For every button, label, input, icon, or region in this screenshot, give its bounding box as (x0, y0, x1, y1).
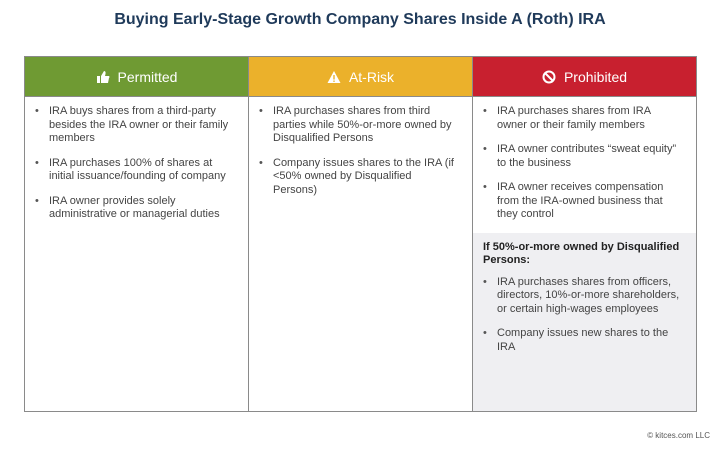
list-item: IRA owner receives compensation from the… (483, 181, 682, 222)
header-at-risk: At-Risk (249, 57, 472, 97)
list-item: IRA buys shares from a third-party besid… (35, 105, 234, 146)
subsection-title: If 50%-or-more owned by Disqualified Per… (483, 240, 680, 267)
prohibited-subsection: If 50%-or-more owned by Disqualified Per… (473, 232, 696, 411)
header-permitted: Permitted (25, 57, 248, 97)
list-item: IRA purchases 100% of shares at initial … (35, 157, 234, 184)
column-at-risk: At-Risk IRA purchases shares from third … (249, 57, 473, 411)
list-item: IRA purchases shares from third parties … (259, 105, 458, 146)
prohibited-icon (542, 70, 556, 83)
list-item: IRA purchases shares from IRA owner or t… (483, 105, 682, 132)
header-prohibited: Prohibited (473, 57, 696, 97)
copyright: © kitces.com LLC (647, 431, 710, 440)
list-item: IRA owner provides solely administrative… (35, 195, 234, 222)
list-item: Company issues new shares to the IRA (483, 327, 682, 354)
warning-icon (327, 70, 341, 83)
header-label: Prohibited (563, 68, 628, 85)
column-permitted: Permitted IRA buys shares from a third-p… (25, 57, 249, 411)
list-item: IRA owner contributes “sweat equity” to … (483, 143, 682, 170)
thumbs-up-icon (96, 70, 110, 83)
list-item: IRA purchases shares from officers, dire… (483, 276, 682, 317)
list-item: Company issues shares to the IRA (if <50… (259, 157, 458, 198)
page-title: Buying Early-Stage Growth Company Shares… (114, 11, 606, 28)
header-label: Permitted (117, 68, 178, 85)
comparison-table: Permitted IRA buys shares from a third-p… (24, 56, 697, 412)
header-label: At-Risk (348, 68, 395, 85)
column-prohibited: Prohibited IRA purchases shares from IRA… (473, 57, 696, 411)
